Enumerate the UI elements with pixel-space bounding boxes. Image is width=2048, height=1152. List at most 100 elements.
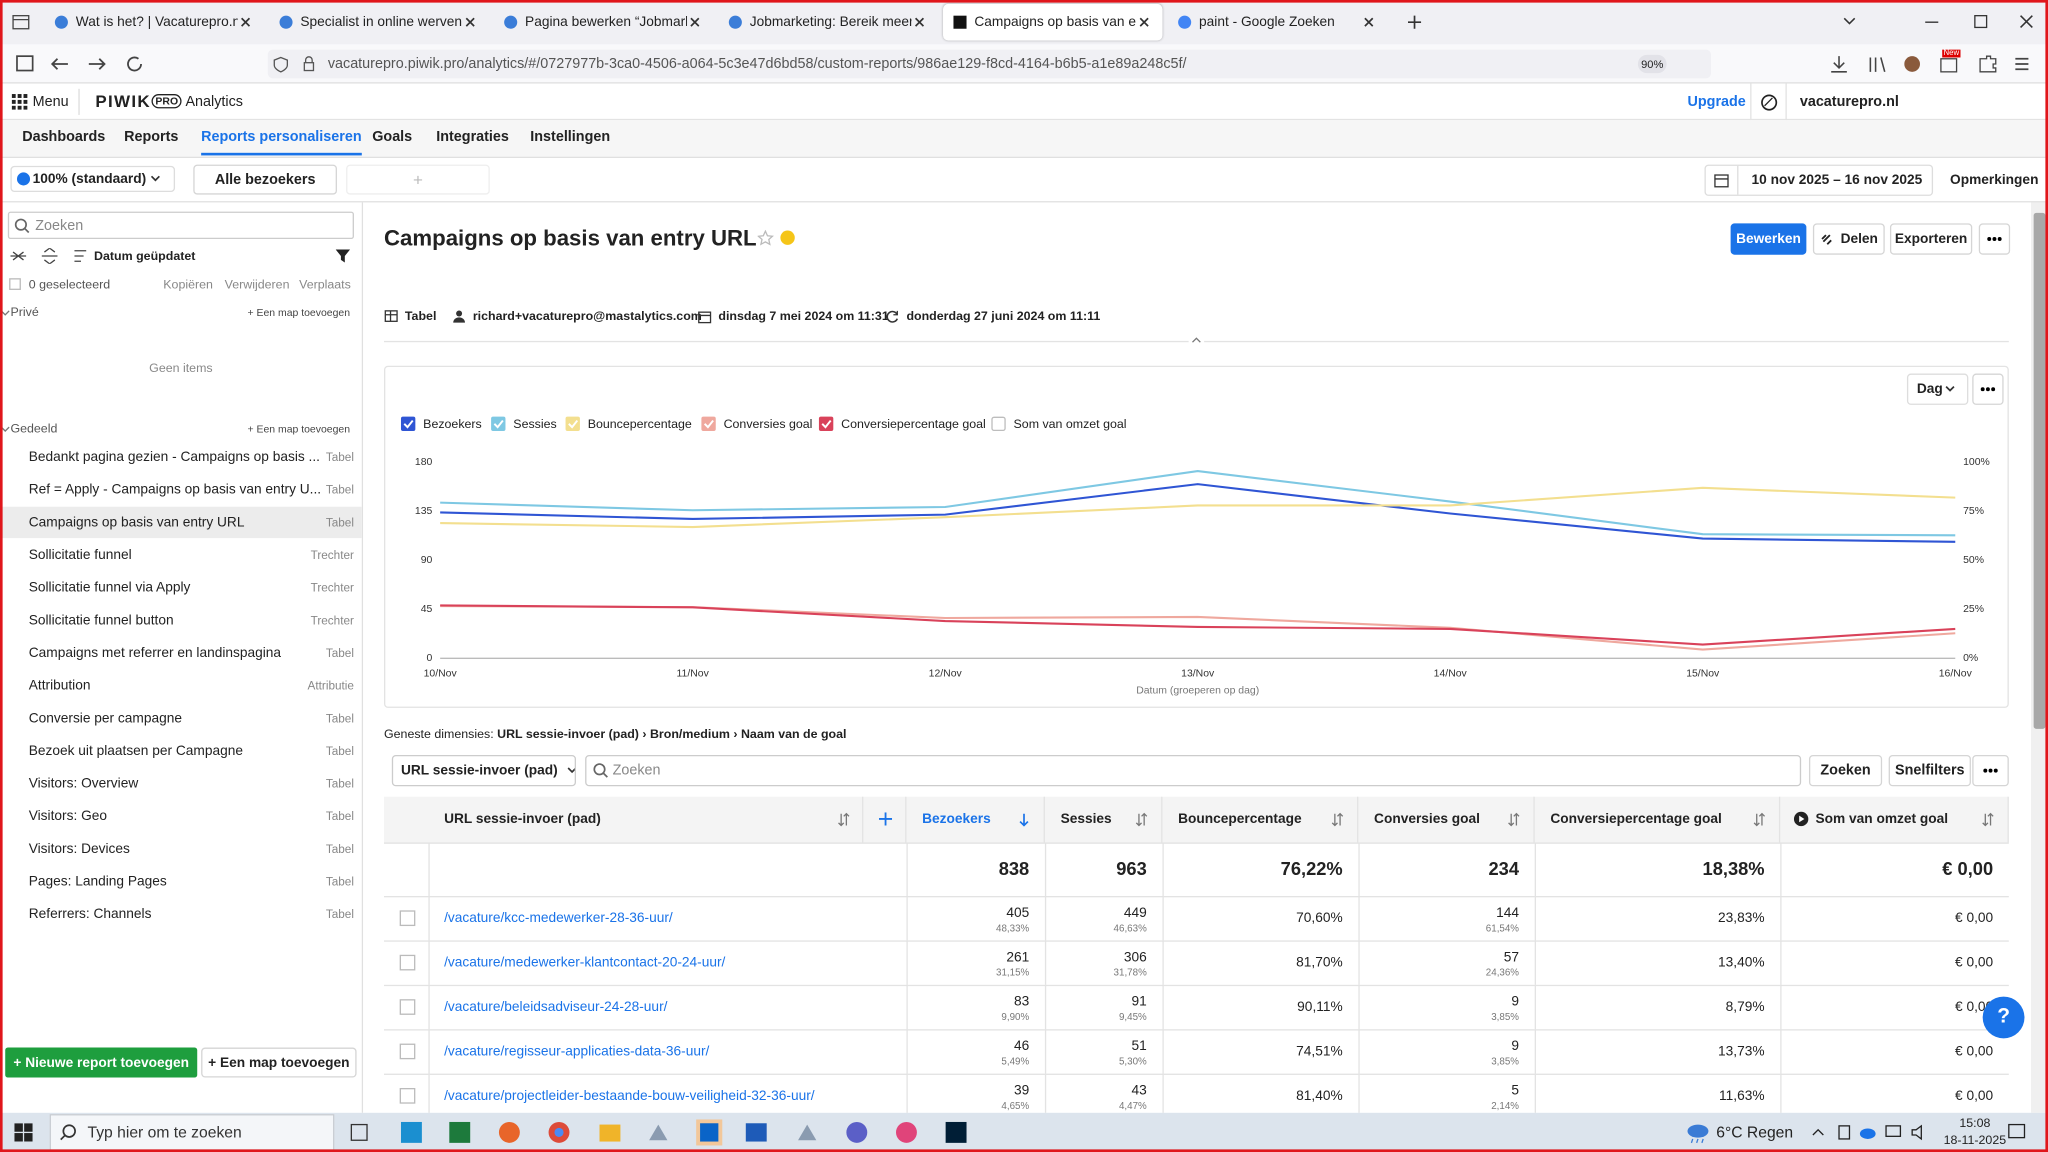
scrollbar[interactable]	[2031, 202, 2048, 1113]
report-item[interactable]: Sollicitatie funnel button Trechter	[0, 605, 362, 636]
report-item[interactable]: Referrers: Channels Tabel	[0, 899, 362, 930]
report-item[interactable]: Campaigns met referrer en landinspagina T…	[0, 637, 362, 668]
add-folder[interactable]: + Een map toevoegen	[247, 423, 351, 435]
report-item[interactable]: Pages: Landing Pages Tabel	[0, 866, 362, 897]
add-segment[interactable]: +	[346, 164, 490, 195]
help-button[interactable]: ?	[1982, 996, 2025, 1039]
row-checkbox[interactable]	[399, 910, 416, 927]
report-item[interactable]: Sollicitatie funnel via Apply Trechter	[0, 572, 362, 603]
dimension: URL sessie-invoer (pad)	[400, 762, 558, 779]
series-line	[440, 486, 1956, 529]
browser-tab[interactable]: paint - Google Zoeken	[1168, 4, 1387, 41]
column-header-cell[interactable]: Som van omzet goal	[1780, 796, 2009, 843]
taskbar-search[interactable]: Typ hier om te zoeken	[49, 1114, 335, 1151]
title-icons[interactable]	[757, 229, 802, 248]
column-header-cell[interactable]: Bezoekers	[906, 796, 1045, 843]
cell-share: 46,63%	[1113, 922, 1147, 934]
action-button[interactable]: Bewerken	[1730, 223, 1807, 255]
y2-tick-label: 50%	[1963, 555, 1984, 566]
row-checkbox[interactable]	[399, 1043, 416, 1060]
nav-item[interactable]: Goals	[372, 129, 413, 145]
sampling-select[interactable]: 100% (standaard)	[10, 165, 176, 193]
menu[interactable]: Menu	[32, 94, 69, 110]
report-name: Visitors: Overview	[28, 775, 139, 792]
browser-tab[interactable]: Pagina bewerken “Jobmarketing	[494, 4, 713, 41]
sort-label[interactable]: Datum geüpdatet	[94, 249, 196, 264]
browser-tab[interactable]: Wat is het? | Vacaturepro.nl	[44, 4, 263, 41]
action-button[interactable]: Delen	[1812, 223, 1885, 255]
new-folder-button[interactable]: + Een map toevoegen	[201, 1047, 357, 1078]
report-item[interactable]: Visitors: Devices Tabel	[0, 833, 362, 864]
report-item[interactable]: Attribution Attributie	[0, 670, 362, 701]
upgrade-link[interactable]: Upgrade	[1687, 94, 1746, 110]
x-tick-label: 13/Nov	[1181, 669, 1215, 680]
add-column[interactable]	[862, 796, 907, 843]
column-header-cell[interactable]: Conversiepercentage goal	[1535, 796, 1781, 843]
report-item[interactable]: Ref = Apply - Campaigns op basis van ent…	[0, 474, 362, 505]
sidebar-action[interactable]: Kopiëren	[163, 278, 213, 293]
date-picker[interactable]: 10 nov 2025 – 16 nov 2025	[1704, 164, 1934, 196]
start-button[interactable]	[14, 1123, 33, 1142]
nav-item[interactable]: Instellingen	[530, 129, 611, 145]
filter-icon[interactable]	[335, 248, 351, 263]
column-header-cell[interactable]: Bouncepercentage	[1162, 796, 1359, 843]
browser-tab[interactable]: Specialist in online werven | Vac	[269, 4, 488, 41]
table-search[interactable]: Zoeken	[585, 754, 1802, 787]
taskbar-apps[interactable]	[346, 1119, 986, 1146]
more-button[interactable]	[1978, 223, 2011, 255]
table-more[interactable]	[1972, 754, 2009, 787]
segment-button[interactable]: Alle bezoekers	[193, 164, 337, 195]
url-link[interactable]: /vacature/kcc-medewerker-28-36-uur/	[444, 910, 673, 927]
report-item[interactable]: Conversie per campagne Tabel	[0, 703, 362, 734]
legend-swatch	[400, 416, 416, 432]
nav-item[interactable]: Reports personaliseren	[201, 129, 362, 156]
nav-item[interactable]: Dashboards	[22, 129, 106, 145]
nav-item[interactable]: Integraties	[436, 129, 509, 145]
cell-value: 83	[1013, 993, 1030, 1010]
new-report-button[interactable]: + Nieuwe report toevoegen	[5, 1047, 198, 1078]
url-link[interactable]: /vacature/medewerker-klantcontact-20-24-…	[444, 954, 726, 971]
notes[interactable]: Opmerkingen	[1950, 172, 2039, 189]
url-link[interactable]: /vacature/projectleider-bestaande-bouw-v…	[444, 1088, 815, 1104]
report-item[interactable]: Visitors: Overview Tabel	[0, 768, 362, 799]
granularity-select[interactable]: Dag	[1906, 373, 1969, 405]
search-button[interactable]: Zoeken	[1808, 754, 1883, 787]
report-item[interactable]: Bedankt pagina gezien - Campaigns op bas…	[0, 441, 362, 472]
report-item[interactable]: Visitors: Geo Tabel	[0, 801, 362, 832]
sidebar-search[interactable]: Zoeken	[7, 211, 354, 240]
notifications[interactable]	[2008, 1123, 2026, 1141]
collapse[interactable]	[1188, 334, 1205, 348]
column-header[interactable]: URL sessie-invoer (pad)	[444, 811, 601, 827]
shared-label[interactable]: Gedeeld	[10, 421, 58, 437]
row-checkbox[interactable]	[399, 999, 416, 1015]
row-checkbox[interactable]	[399, 954, 416, 971]
report-item[interactable]: Bezoek uit plaatsen per Campagne Tabel	[0, 735, 362, 766]
chart-more[interactable]	[1972, 373, 2004, 405]
browser-tab[interactable]: Campaigns op basis van entry U	[943, 3, 1163, 41]
browser-tab[interactable]: Jobmarketing: Bereik meer met	[718, 4, 937, 41]
url-link[interactable]: /vacature/beleidsadviseur-24-28-uur/	[444, 999, 668, 1015]
sidebar-action[interactable]: Verplaats	[299, 278, 351, 293]
url-bar[interactable]: vacaturepro.piwik.pro/analytics/#/072797…	[267, 49, 1712, 79]
report-item[interactable]: Campaigns op basis van entry URL Tabel	[0, 506, 362, 539]
column-header-cell[interactable]: Sessies	[1045, 796, 1163, 843]
report-item[interactable]: Sollicitatie funnel Trechter	[0, 539, 362, 570]
sidebar-action[interactable]: Verwijderen	[224, 278, 290, 293]
private-label[interactable]: Privé	[10, 305, 39, 321]
metric-cell: 9 3,85%	[1358, 984, 1534, 1030]
nav-item[interactable]: Reports	[124, 129, 179, 145]
action-button[interactable]: Exporteren	[1889, 223, 1973, 255]
url-link[interactable]: /vacature/regisseur-applicaties-data-36-…	[444, 1043, 710, 1060]
add-folder[interactable]: + Een map toevoegen	[247, 306, 351, 319]
row-checkbox[interactable]	[399, 1088, 416, 1104]
zoom[interactable]: 90%	[1637, 54, 1667, 74]
column-header-cell[interactable]: Conversies goal	[1358, 796, 1535, 843]
action-label: Exporteren	[1894, 231, 1968, 247]
select-all[interactable]	[9, 278, 21, 290]
filters-button[interactable]: Snelfilters	[1888, 754, 1971, 787]
site-name[interactable]: vacaturepro.nl	[1799, 94, 1899, 110]
tab-title: Specialist in online werven | Vac	[300, 14, 463, 31]
scroll-thumb[interactable]	[2033, 212, 2046, 729]
dimension-select[interactable]: URL sessie-invoer (pad)	[391, 754, 577, 787]
